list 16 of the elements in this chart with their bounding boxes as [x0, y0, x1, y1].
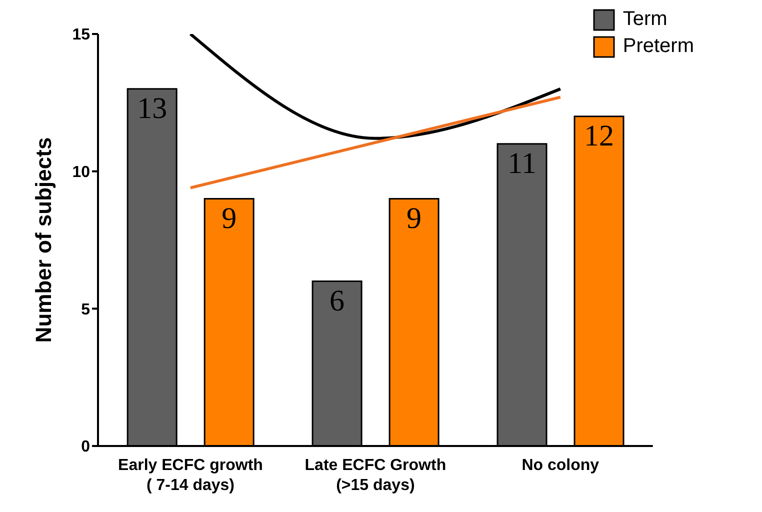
data-label: 6: [330, 284, 345, 318]
x-tick-label: Late ECFC Growth (>15 days): [304, 457, 446, 494]
y-tick-label: 15: [72, 26, 90, 44]
data-label: 13: [137, 92, 168, 126]
legend-label: Preterm: [622, 35, 694, 58]
data-label: 12: [584, 120, 614, 153]
data-label: 9: [222, 202, 237, 236]
y-tick-label: 5: [81, 301, 90, 318]
y-axis-title: Number of subjects: [30, 137, 56, 343]
data-label: 9: [406, 202, 422, 236]
data-label: 11: [508, 147, 536, 180]
legend-label: Term: [622, 8, 668, 31]
y-tick-label: 0: [81, 438, 90, 456]
x-tick-label: Early ECFC growth ( 7-14 days): [118, 457, 263, 494]
y-tick-label: 10: [72, 164, 90, 182]
x-tick-label: No colony: [522, 457, 600, 474]
